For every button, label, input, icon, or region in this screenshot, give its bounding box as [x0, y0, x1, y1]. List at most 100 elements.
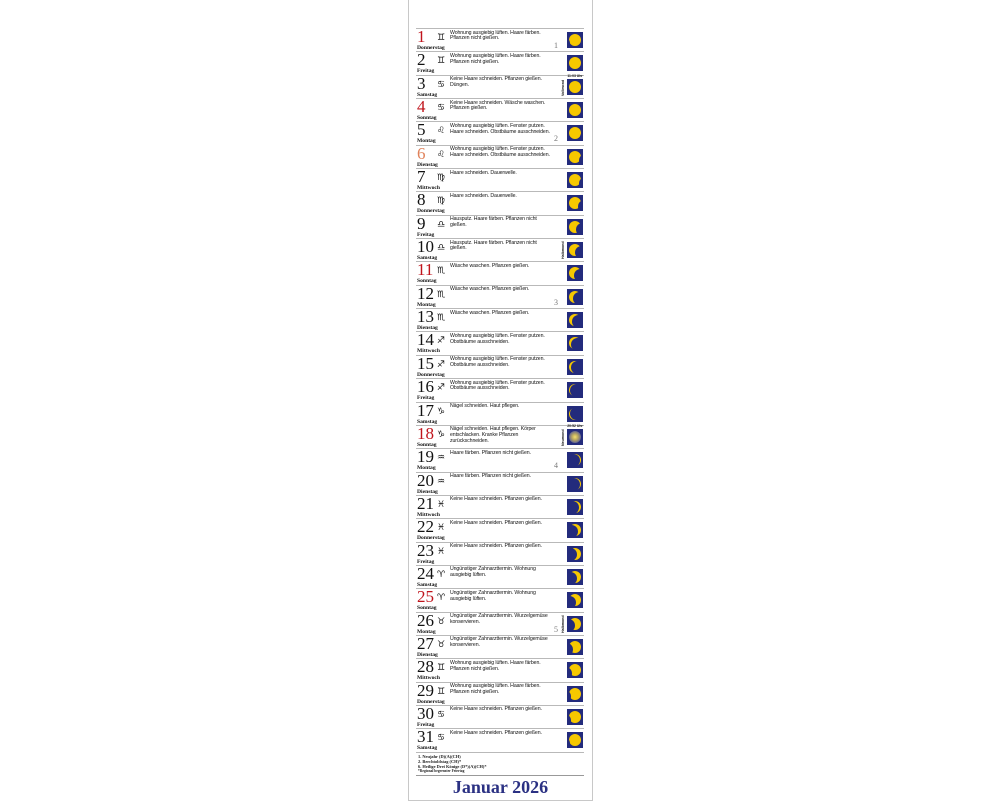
day-number: 8 — [417, 190, 426, 210]
moon-phase-icon — [567, 32, 583, 48]
holiday-item: 1. Neujahr (D)(A)(CH) — [418, 754, 461, 759]
moon-phase-time: 20:52 Uhr — [567, 423, 583, 428]
holiday-footnote: *Regional begrenzter Feiertag — [418, 769, 465, 773]
cancer-icon: ♋ — [437, 103, 446, 114]
weekday-label: Mittwoch — [417, 511, 440, 518]
day-number: 2 — [417, 50, 426, 70]
moon-phase-icon — [567, 195, 583, 212]
day-advice: Keine Haare schneiden. Pflanzen gießen. — [450, 543, 542, 550]
leo-icon: ♌ — [437, 126, 446, 137]
weekday-label: Donnerstag — [417, 45, 445, 51]
day-number: 16 — [417, 377, 434, 397]
day-row: 19 Montag ♒ Haare färben. Pflanzen nicht gi… — [416, 448, 584, 471]
aquarius-icon: ♒ — [437, 453, 446, 464]
moon-phase-icon — [567, 55, 583, 72]
moon-phase-icon — [567, 382, 583, 399]
day-row: 10 Samstag ♎ Hausputz. Haare färben. Pflanz… — [416, 238, 584, 261]
pisces-icon: ♓ — [437, 499, 446, 510]
moon-phase-label: Vollmond — [561, 79, 565, 96]
day-row: 7 Mittwoch ♍ Haare schneiden. Dauerwelle. — [416, 168, 584, 191]
day-number: 27 — [417, 633, 434, 653]
day-row: 15 Donnerstag ♐ Wohnung ausgiebig lüften. F… — [416, 353, 584, 378]
moon-phase-icon — [567, 288, 583, 305]
cancer-icon: ♋ — [437, 733, 446, 744]
day-advice: Wohnung ausgiebig lüften. Haare färben. … — [450, 683, 541, 695]
gemini-icon: ♊ — [437, 663, 446, 674]
virgo-icon: ♍ — [437, 173, 446, 184]
moon-phase-label: Neumond — [561, 429, 565, 446]
aquarius-icon: ♒ — [437, 476, 446, 487]
moon-phase-icon — [567, 242, 583, 259]
sagittarius-icon: ♐ — [437, 336, 446, 347]
moon-phase-time: 11:03 Uhr — [567, 73, 583, 78]
weekday-label: Sonntag — [417, 441, 437, 448]
day-row: 14 Mittwoch ♐ Wohnung ausgiebig lüften. Fen… — [416, 331, 584, 354]
day-advice: Wohnung ausgiebig lüften. Fenster putzen… — [450, 146, 550, 159]
day-advice: Ungünstiger Zahnarzttermin. Wohnung ausg… — [450, 589, 536, 602]
moon-phase-icon — [567, 148, 583, 165]
weekday-label: Freitag — [417, 395, 435, 402]
sagittarius-icon: ♐ — [437, 359, 446, 370]
day-row: 11 Sonntag ♏ Wäsche waschen. Pflanzen gieße… — [416, 261, 584, 284]
day-list: 1 Donnerstag ♊ Wohnung ausgiebig lüften. Ha… — [416, 28, 584, 752]
day-number: 10 — [417, 237, 434, 257]
day-row: 25 Sonntag ♈ Ungünstiger Zahnarzttermin. Wo… — [416, 588, 584, 611]
weekday-label: Samstag — [417, 745, 438, 752]
day-advice: Keine Haare schneiden. Pflanzen gießen. — [450, 519, 542, 526]
moon-phase-label: Halbmond — [561, 615, 565, 633]
weekday-label: Montag — [417, 628, 436, 635]
day-advice: Haare färben. Pflanzen nicht gießen. — [450, 473, 531, 480]
gemini-icon: ♊ — [437, 33, 446, 43]
day-number: 14 — [417, 330, 434, 350]
weekday-label: Dienstag — [417, 161, 438, 168]
day-row: 28 Mittwoch ♊ Wohnung ausgiebig lüften. Haa… — [416, 658, 584, 681]
day-row: 4 Sonntag ♋ Keine Haare schneiden. Wäsche w… — [416, 98, 584, 121]
weekday-label: Donnerstag — [417, 698, 445, 705]
weekday-label: Donnerstag — [417, 208, 445, 215]
day-row: 9 Freitag ♎ Hausputz. Haare färben. Pflanze… — [416, 214, 584, 238]
day-number: 29 — [417, 680, 434, 700]
holiday-item: 6. Heilige Drei Könige (D*)(A)(CH)* — [418, 764, 487, 769]
day-row: 5 Montag ♌ Wohnung ausgiebig lüften. Fenste… — [416, 121, 584, 144]
day-advice: Wäsche waschen. Pflanzen gießen. — [450, 286, 530, 293]
pisces-icon: ♓ — [437, 546, 446, 557]
day-advice: Nägel schneiden. Haut pflegen. Körper en… — [450, 426, 536, 444]
weekday-label: Samstag — [417, 255, 438, 262]
capricorn-icon: ♑ — [437, 406, 446, 417]
gemini-icon: ♊ — [437, 686, 446, 697]
day-advice: Keine Haare schneiden. Pflanzen gießen. — [450, 496, 542, 503]
cancer-icon: ♋ — [437, 709, 446, 720]
scorpio-icon: ♏ — [437, 313, 446, 324]
moon-phase-icon — [567, 662, 583, 679]
day-number: 4 — [417, 97, 426, 117]
weekday-label: Samstag — [417, 581, 438, 588]
day-advice: Hausputz. Haare färben. Pflanzen nicht g… — [450, 239, 537, 252]
weekday-label: Freitag — [417, 68, 435, 75]
moon-phase-icon — [567, 522, 583, 539]
divider — [416, 775, 584, 776]
day-row: 18 Sonntag ♑ Nägel schneiden. Haut pflegen.… — [416, 423, 584, 448]
day-number: 6 — [417, 143, 426, 163]
weekday-label: Mittwoch — [417, 675, 440, 682]
weekday-label: Samstag — [417, 418, 438, 425]
day-number: 11 — [417, 260, 434, 280]
moon-phase-icon — [567, 615, 583, 632]
day-row: 17 Samstag ♑ Nägel schneiden. Haut pflegen. — [416, 401, 584, 425]
holiday-item: 2. Berchtoldstag (CH)* — [418, 759, 462, 764]
day-advice: Wohnung ausgiebig lüften. Fenster putzen… — [450, 332, 545, 345]
day-advice: Wohnung ausgiebig lüften. Fenster putzen… — [450, 356, 545, 369]
day-advice: Wäsche waschen. Pflanzen gießen. — [450, 262, 530, 269]
scorpio-icon: ♏ — [437, 266, 446, 277]
day-row: 29 Donnerstag ♊ Wohnung ausgiebig lüften. H… — [416, 680, 584, 705]
weekday-label: Montag — [417, 301, 436, 308]
day-number: 15 — [417, 353, 434, 373]
libra-icon: ♎ — [437, 219, 446, 230]
day-row: 31 Samstag ♋ Keine Haare schneiden. Pflanze… — [416, 728, 584, 751]
weekday-label: Samstag — [417, 91, 438, 98]
day-row: 16 Freitag ♐ Wohnung ausgiebig lüften. Fens… — [416, 378, 584, 401]
day-number: 28 — [417, 657, 434, 677]
day-number: 25 — [417, 587, 434, 607]
moon-phase-icon — [567, 405, 583, 422]
weekday-label: Sonntag — [417, 605, 437, 612]
moon-phase-icon — [567, 218, 583, 235]
